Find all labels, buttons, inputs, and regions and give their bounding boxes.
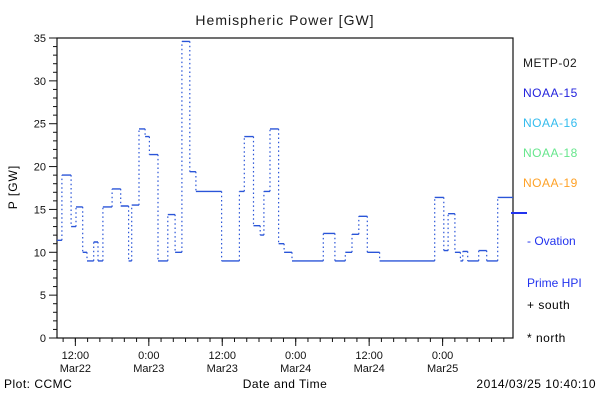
svg-text:0: 0: [40, 333, 46, 345]
x-tick-label: 12:00 Mar23: [207, 350, 238, 375]
legend-item-noaa19: NOAA-19: [523, 176, 578, 190]
plot-timestamp: 2014/03/25 10:40:10: [476, 377, 596, 391]
svg-text:35: 35: [34, 33, 46, 45]
svg-text:10: 10: [34, 247, 46, 259]
x-tick-label: 0:00 Mar24: [280, 350, 311, 375]
x-tick-label: 12:00 Mar24: [354, 350, 385, 375]
ovation-series-label: - Ovation Prime HPI: [527, 206, 582, 318]
legend: METP-02 NOAA-15 NOAA-16 NOAA-18 NOAA-19: [523, 55, 578, 205]
legend-item-noaa16: NOAA-16: [523, 116, 578, 130]
legend-item-noaa15: NOAA-15: [523, 86, 578, 100]
y-axis-ticks: 0 5 10 15 20 25 30 35: [34, 33, 57, 345]
legend-item-noaa18: NOAA-18: [523, 146, 578, 160]
ovation-label-line2: Prime HPI: [527, 276, 582, 290]
south-marker-label: + south: [527, 298, 571, 312]
x-tick-label: 12:00 Mar22: [60, 350, 91, 375]
svg-text:5: 5: [40, 290, 46, 302]
plot-source-label: Plot: CCMC: [4, 377, 73, 391]
x-axis-title: Date and Time: [242, 377, 328, 391]
x-axis-ticks: 12:00 Mar22 0:00 Mar23 12:00 Mar23 0:00 Mar24 12…: [60, 338, 505, 375]
legend-item-metp02: METP-02: [523, 56, 578, 70]
svg-text:25: 25: [34, 119, 46, 131]
ovation-label-line1: - Ovation: [527, 234, 576, 248]
hpi-step-series: [57, 40, 513, 262]
svg-text:15: 15: [34, 204, 46, 216]
ovation-line-sample: [511, 212, 527, 214]
svg-text:30: 30: [34, 76, 46, 88]
page-title: Hemispheric Power [GW]: [195, 12, 375, 28]
svg-text:20: 20: [34, 162, 46, 174]
north-marker-label: * north: [527, 331, 566, 345]
x-tick-label: 0:00 Mar23: [133, 350, 164, 375]
x-tick-label: 0:00 Mar25: [427, 350, 458, 375]
axes-frame: [56, 37, 514, 339]
